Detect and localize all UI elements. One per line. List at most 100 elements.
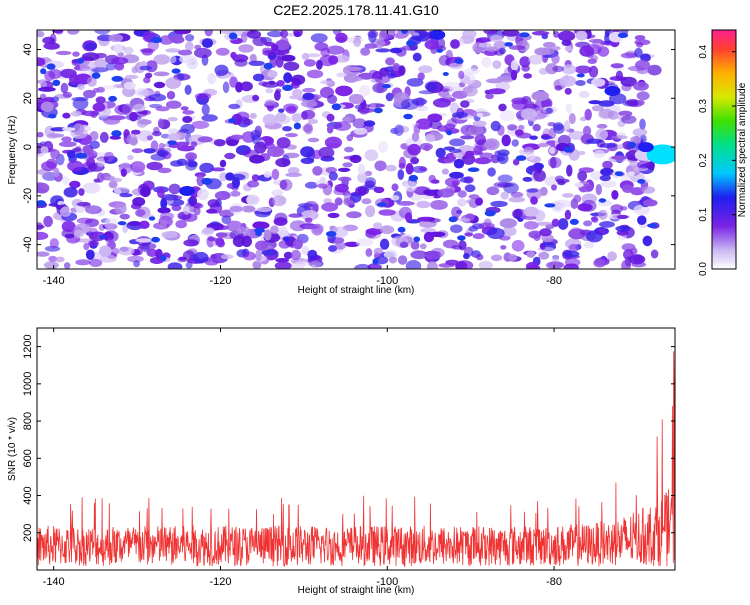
heatmap-cell: [388, 256, 397, 264]
heatmap-cell: [72, 123, 85, 136]
heatmap-cell: [561, 64, 577, 75]
heatmap-cell: [119, 193, 133, 198]
heatmap-cell: [246, 194, 260, 206]
heatmap-cell: [382, 84, 391, 89]
heatmap-cell: [637, 215, 647, 225]
heatmap-cell: [283, 251, 293, 259]
colorbar: 0.0 0.1 0.2 0.3 0.4 Normalized spectral ampl…: [698, 29, 748, 276]
heatmap-cell: [160, 197, 168, 210]
heatmap-cell: [549, 146, 556, 155]
heatmap-cell: [291, 89, 303, 98]
heatmap-cell: [610, 63, 624, 69]
heatmap-cell: [327, 94, 338, 105]
heatmap-cell: [55, 256, 65, 263]
heatmap-cell: [287, 167, 300, 175]
heatmap-cell: [114, 62, 125, 71]
heatmap-cell: [126, 133, 138, 145]
heatmap-cell: [170, 160, 183, 167]
heatmap-cell: [62, 175, 70, 185]
heatmap-cell: [554, 85, 563, 91]
heatmap-cell: [365, 228, 383, 235]
heatmap-cell: [43, 42, 60, 50]
heatmap-cell: [272, 195, 286, 207]
heatmap-cell: [334, 183, 349, 193]
heatmap-cell: [160, 254, 167, 262]
heatmap-cell: [229, 76, 238, 88]
heatmap-cell: [557, 218, 569, 230]
heatmap-cell: [252, 94, 260, 102]
heatmap-cell: [151, 236, 161, 243]
heatmap-cell: [182, 205, 191, 215]
heatmap-cell: [442, 81, 460, 90]
heatmap-cell: [376, 202, 387, 207]
heatmap-cell: [108, 34, 124, 42]
heatmap-cell: [460, 135, 475, 140]
heatmap-cell: [611, 135, 628, 140]
heatmap-cell: [129, 111, 138, 122]
heatmap-cell: [435, 147, 446, 159]
heatmap-cell: [240, 31, 248, 43]
heatmap-cell: [481, 56, 492, 68]
heatmap-cell: [597, 46, 610, 57]
heatmap-cell: [464, 150, 474, 158]
heatmap-cell: [89, 140, 100, 149]
heatmap-cell: [317, 183, 328, 189]
heatmap-cell: [349, 154, 362, 164]
heatmap-cell: [575, 30, 588, 41]
heatmap-cell: [442, 72, 449, 76]
heatmap-cell: [87, 240, 100, 247]
heatmap-cell: [374, 160, 387, 172]
heatmap-cell: [61, 220, 76, 233]
heatmap-cell: [193, 251, 209, 264]
heatmap-cell: [564, 87, 572, 95]
heatmap-cell: [618, 110, 633, 117]
x-tick-label: -120: [209, 275, 231, 287]
heatmap-cell: [621, 243, 636, 251]
heatmap-cell: [446, 130, 453, 136]
heatmap-cell: [397, 255, 408, 265]
heatmap-feature: [646, 144, 675, 165]
heatmap-cell: [215, 237, 225, 247]
heatmap-cell: [288, 213, 303, 218]
heatmap-cell: [230, 51, 237, 59]
heatmap-cells: [37, 30, 662, 269]
heatmap-cell: [600, 180, 617, 188]
heatmap-cell: [479, 152, 494, 159]
heatmap-y-ticks: -40 -20 0 20 40: [22, 43, 675, 253]
heatmap-cell: [428, 218, 441, 223]
heatmap-cell: [197, 188, 209, 201]
heatmap-cell: [290, 249, 301, 261]
heatmap-cell: [450, 39, 460, 49]
heatmap-cell: [92, 102, 106, 112]
colorbar-tick-label: 0.3: [698, 99, 709, 113]
heatmap-cell: [149, 103, 162, 109]
heatmap-cell: [632, 128, 648, 137]
heatmap-cell: [94, 58, 107, 69]
heatmap-cell: [238, 44, 254, 53]
heatmap-cell: [559, 75, 577, 87]
heatmap-cell: [191, 120, 210, 129]
heatmap-cell: [373, 107, 383, 114]
heatmap-cell: [305, 53, 321, 58]
heatmap-cell: [598, 198, 607, 203]
heatmap-cell: [111, 75, 124, 82]
heatmap-cell: [167, 140, 176, 146]
y-tick-label: 800: [22, 412, 34, 430]
heatmap-cell: [566, 164, 573, 177]
heatmap-cell: [624, 256, 632, 267]
heatmap-cell: [416, 200, 431, 209]
heatmap-cell: [372, 258, 379, 265]
heatmap-cell: [449, 171, 464, 179]
heatmap-cell: [530, 196, 538, 205]
heatmap-cell: [541, 135, 553, 140]
heatmap-cell: [568, 243, 580, 252]
heatmap-cell: [302, 92, 315, 101]
x-tick-label: -80: [546, 576, 562, 588]
heatmap-cell: [408, 174, 418, 182]
heatmap-cell: [328, 171, 338, 181]
heatmap-cell: [85, 249, 95, 260]
heatmap-cell: [647, 223, 657, 228]
heatmap-x-label: Height of straight line (km): [298, 285, 415, 296]
heatmap-cell: [579, 45, 595, 57]
heatmap-cell: [458, 240, 467, 251]
